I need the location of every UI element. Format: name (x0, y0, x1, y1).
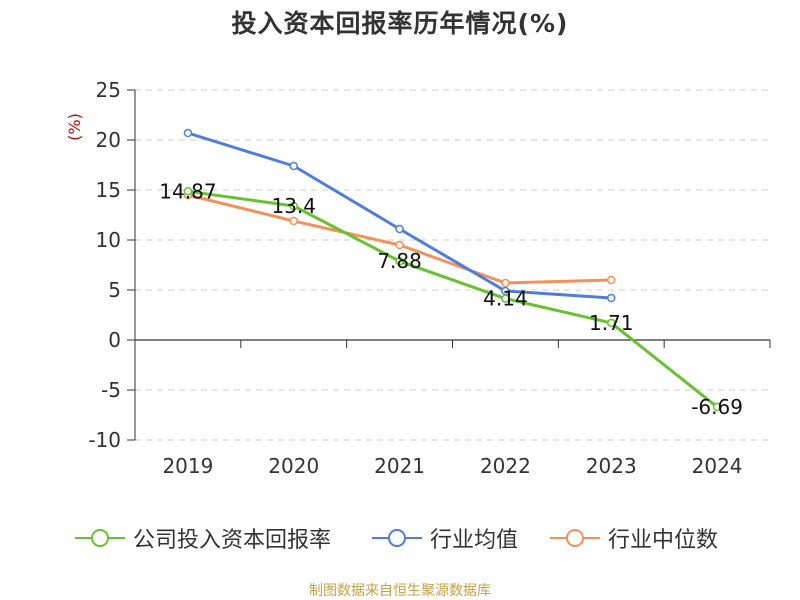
legend-item[interactable]: 行业中位数 (550, 520, 718, 556)
data-source-note: 制图数据来自恒生聚源数据库 (309, 583, 491, 599)
chart-title: 投入资本回报率历年情况(%) (231, 9, 569, 38)
y-tick-label: -5 (101, 378, 121, 402)
y-tick-label: 10 (96, 228, 121, 252)
x-tick-label: 2023 (586, 454, 637, 478)
data-label: 13.4 (271, 194, 316, 218)
legend-swatch-icon (75, 529, 125, 547)
series-point (395, 256, 404, 266)
y-tick-label: 15 (96, 178, 121, 202)
data-label: 14.87 (159, 179, 216, 203)
series-layer (183, 128, 722, 412)
chart-legend: 公司投入资本回报率 行业均值 行业中位数 (0, 520, 800, 556)
series-point (183, 128, 193, 138)
legend-label: 行业中位数 (608, 528, 719, 553)
series-point (395, 224, 404, 234)
y-tick-label: 5 (108, 278, 121, 302)
y-tick-label: -10 (88, 428, 121, 452)
series-point (501, 278, 510, 288)
x-tick-label: 2019 (162, 454, 213, 478)
data-label: 1.71 (589, 311, 634, 335)
legend-item[interactable]: 公司投入资本回报率 (75, 520, 331, 556)
legend-label: 公司投入资本回报率 (133, 528, 332, 553)
legend-swatch-icon (550, 529, 600, 547)
series-line (186, 189, 719, 409)
data-label: 4.14 (483, 287, 528, 311)
x-tick-label: 2024 (692, 454, 743, 478)
x-tick-label: 2020 (268, 454, 319, 478)
series-point (607, 275, 616, 285)
data-label: -6.69 (691, 395, 743, 419)
series-point (607, 293, 616, 303)
data-label: 7.88 (377, 249, 422, 273)
x-tick-label: 2022 (480, 454, 531, 478)
legend-swatch-icon (372, 529, 422, 547)
series-point (289, 161, 298, 171)
series-point (501, 294, 510, 303)
data-label-layer: 14.87 13.4 7.88 4.14 1.71 -6.69 (159, 179, 743, 419)
series-point (607, 318, 616, 328)
series-point (712, 402, 722, 412)
grid-layer (135, 89, 770, 441)
y-tick-label: 20 (96, 128, 121, 152)
series-line (186, 131, 613, 300)
series-point (183, 187, 193, 196)
series-point (395, 240, 404, 250)
series-point (289, 216, 298, 226)
axis-layer: 25 20 15 10 5 0 -5 -10 2019 2020 2021 2022 2023 2024 (88, 78, 771, 478)
legend-item[interactable]: 行业均值 (372, 520, 518, 556)
y-tick-label: 25 (96, 78, 121, 102)
x-tick-label: 2021 (374, 454, 425, 478)
legend-label: 行业均值 (430, 528, 519, 553)
series-point (289, 201, 298, 211)
y-tick-label: 0 (108, 328, 121, 352)
y-axis-title: (%) (65, 113, 84, 141)
